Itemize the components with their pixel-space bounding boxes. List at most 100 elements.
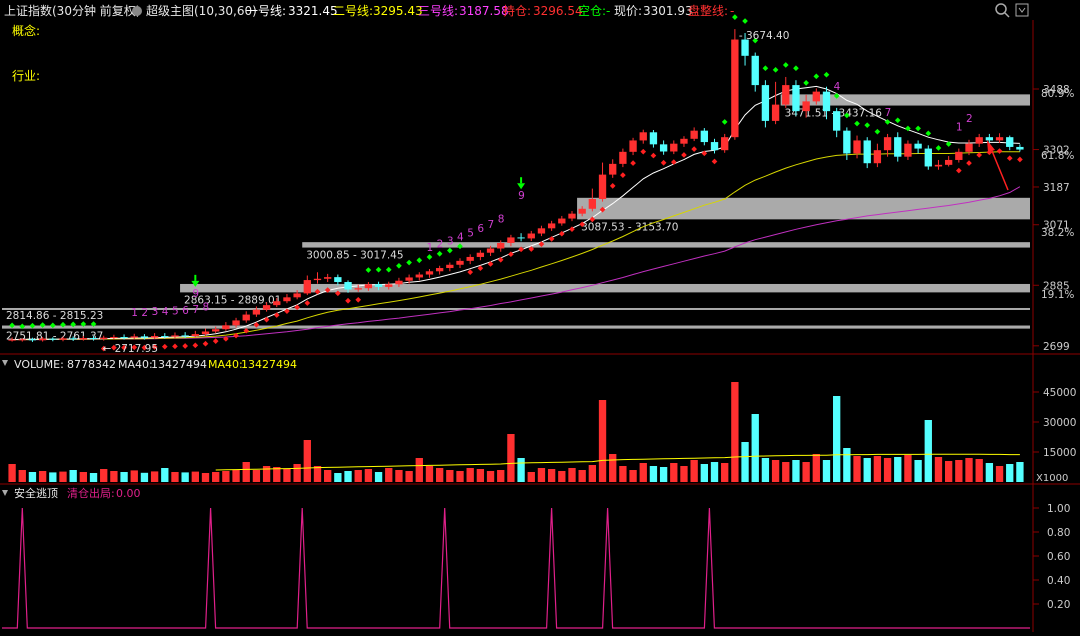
bear-dot (711, 158, 718, 165)
volume-bar (18, 470, 26, 482)
candle-body (659, 144, 668, 152)
volume-bar (517, 458, 525, 482)
candle-body (863, 140, 871, 164)
bull-dot (884, 119, 891, 125)
candle-body (547, 223, 556, 229)
bear-dot (1017, 156, 1023, 163)
volume-bar (955, 460, 963, 482)
candle-body (435, 268, 444, 272)
bear-dot (660, 159, 667, 166)
volume-bar (150, 471, 159, 482)
volume-bar (273, 467, 281, 482)
volume-bar (212, 472, 220, 482)
bear-dot (558, 230, 565, 237)
volume-bar (761, 458, 770, 482)
bear-dot (477, 265, 484, 272)
candle-body (588, 199, 597, 209)
bear-dot (1006, 155, 1013, 162)
zone-label: 2863.15 - 2889.01 (184, 294, 281, 306)
price-tick-label: 2885 (1043, 280, 1070, 292)
candle-body (497, 242, 505, 249)
candle-body (69, 338, 77, 340)
zone-label: 3000.85 - 3017.45 (306, 250, 403, 262)
volume-ma40-line (215, 453, 1020, 471)
zone-label: 2751.81 - 2761.37 (6, 331, 103, 343)
candle-body (873, 150, 882, 164)
bull-dot (426, 254, 433, 260)
bull-dot (823, 71, 830, 78)
candle-body (649, 132, 658, 145)
volume-unit-label: X1000 (1036, 473, 1068, 484)
window-toggle-icon[interactable] (1015, 3, 1029, 17)
indicator-name[interactable]: 超级主图(10,30,60) (146, 3, 257, 18)
indicator-menu-icon[interactable] (132, 6, 142, 16)
sequence-count-label: 1 (426, 242, 433, 254)
volume-bar (894, 457, 902, 482)
volume-bar (659, 467, 668, 482)
volume-tick-label: 45000 (1043, 387, 1076, 399)
bear-dot (956, 167, 962, 174)
candle-body (334, 277, 342, 283)
empty-label: 空仓: (578, 4, 606, 18)
volume-bar (792, 460, 800, 482)
candle-body (130, 336, 138, 338)
bull-dot (721, 119, 728, 125)
bull-dot (375, 266, 382, 273)
volume-bar (619, 466, 627, 482)
bear-dot (335, 290, 341, 297)
volume-bar (405, 471, 413, 482)
candle-body (110, 337, 118, 339)
candle-body (914, 143, 922, 149)
volume-bar (49, 472, 57, 482)
candle-body (843, 130, 851, 154)
bear-dot (263, 316, 270, 323)
candle-body (395, 280, 403, 285)
exit-arrow-line (989, 145, 1009, 191)
price-tick-label: 3302 (1043, 145, 1070, 157)
hold-label: 持仓: (503, 3, 531, 18)
candle-body (293, 293, 301, 298)
bear-dot (243, 327, 250, 334)
volume-bar (161, 468, 169, 482)
volume-header: VOLUME: 8778342 MA40: 13427494 MA40: 134… (2, 358, 297, 371)
bull-dot (752, 37, 759, 44)
candle-body (89, 338, 98, 340)
bear-dot (273, 312, 280, 318)
candle-body (324, 277, 332, 279)
bear-dot (589, 216, 596, 223)
volume-bar (293, 464, 301, 482)
volume-bar (578, 470, 586, 482)
fib-pct-label: 38.2% (1041, 227, 1074, 239)
search-icon[interactable] (995, 3, 1010, 18)
bull-dot (90, 321, 97, 327)
bull-dot (874, 128, 881, 135)
line2-series (12, 151, 1020, 341)
bear-dot (253, 322, 260, 328)
sequence-count-label: 3 (152, 306, 159, 318)
consolidation-label: 盘整线: (688, 3, 728, 18)
bear-dot (630, 160, 636, 166)
bull-dot (762, 65, 769, 72)
volume-bar (944, 461, 953, 482)
candle-body (486, 248, 495, 253)
candle-body (28, 339, 37, 341)
bear-dot (548, 236, 555, 242)
support-zone (577, 197, 1030, 220)
volume-bar (1016, 462, 1024, 482)
arrow-down-icon (191, 280, 200, 287)
volume-bar (537, 468, 546, 482)
bear-dot (202, 340, 209, 347)
bull-dot (457, 243, 463, 250)
volume-collapse-icon[interactable] (2, 360, 8, 366)
bear-dot (609, 183, 616, 189)
hold-value: 3296.54 (533, 4, 583, 18)
signal-collapse-icon[interactable] (2, 490, 8, 496)
bear-dot (569, 226, 575, 232)
signal-tick-label: 0.80 (1047, 527, 1070, 539)
candle-body (212, 329, 220, 332)
candle-body (924, 148, 932, 167)
bear-dot (538, 241, 545, 247)
sequence-count-label: 2 (437, 239, 444, 251)
bear-dot (701, 150, 708, 157)
